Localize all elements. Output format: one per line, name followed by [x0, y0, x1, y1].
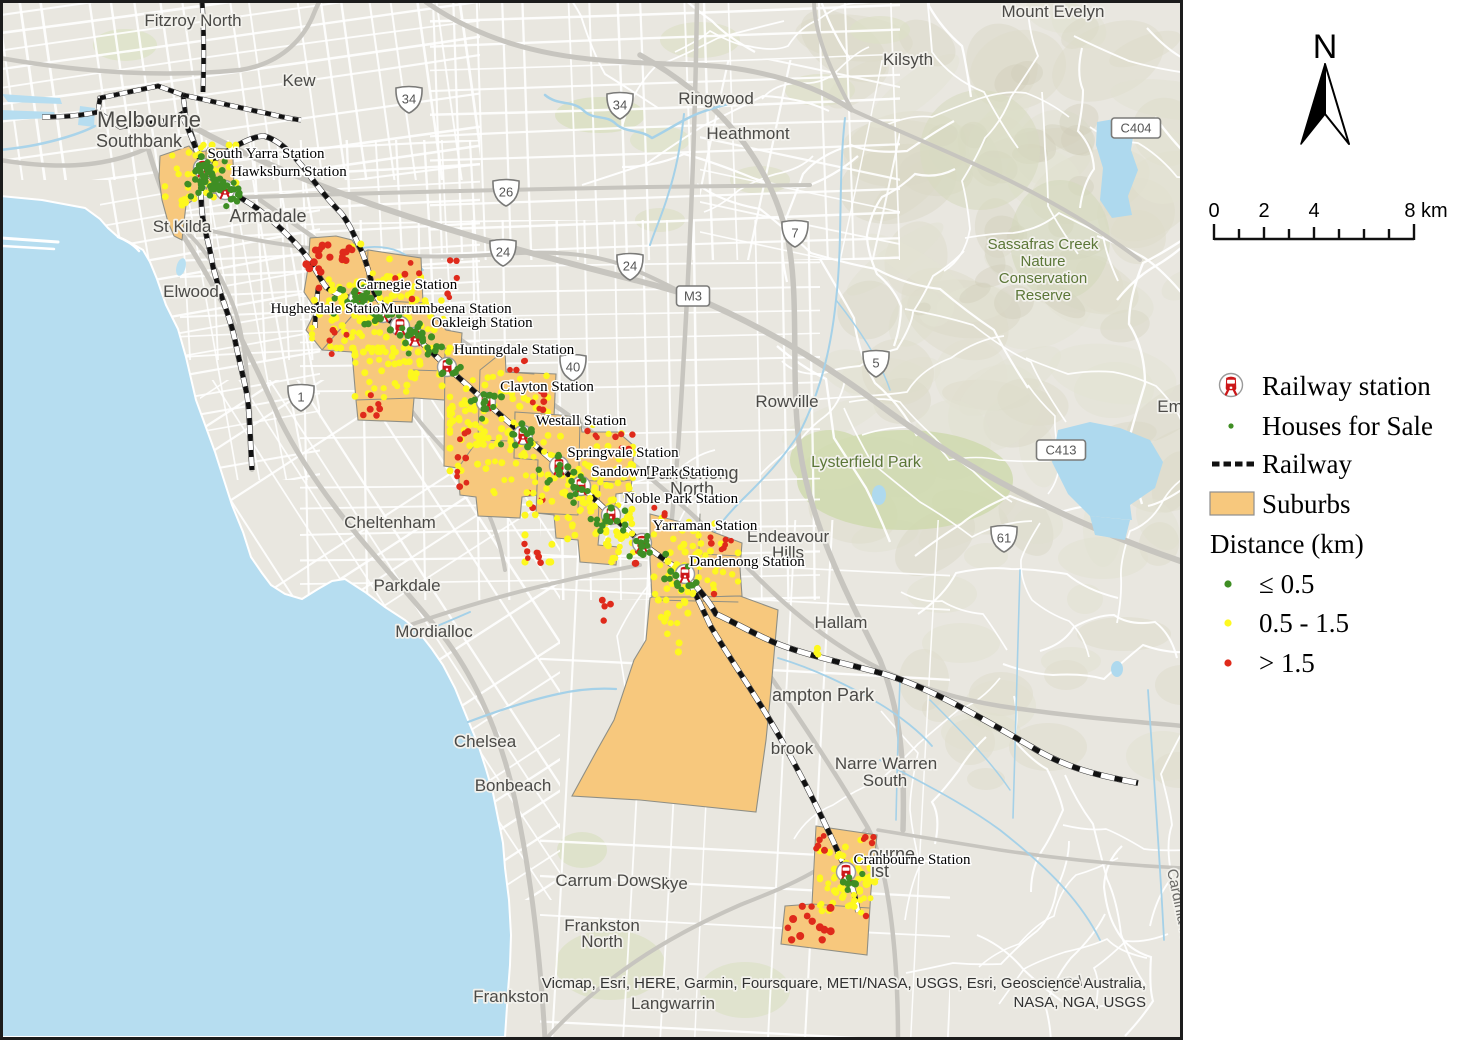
svg-text:Vicmap, Esri, HERE, Garmin, Fo: Vicmap, Esri, HERE, Garmin, Foursquare, …: [542, 975, 1146, 992]
svg-text:Southbank: Southbank: [96, 131, 183, 151]
svg-text:Rowville: Rowville: [755, 392, 818, 411]
svg-text:Nature: Nature: [1020, 253, 1065, 270]
svg-text:Yarraman Station: Yarraman Station: [653, 518, 758, 534]
svg-text:Clayton Station: Clayton Station: [500, 379, 594, 395]
svg-text:North: North: [581, 932, 623, 951]
svg-text:North: North: [670, 479, 714, 499]
svg-text:34: 34: [613, 98, 627, 113]
svg-text:Huntingdale Station: Huntingdale Station: [454, 342, 575, 358]
svg-text:Armadale: Armadale: [229, 206, 306, 226]
svg-text:Hills: Hills: [772, 543, 804, 562]
svg-text:Conservation: Conservation: [999, 270, 1087, 287]
svg-text:Noble Park Station: Noble Park Station: [624, 491, 739, 507]
svg-text:Carnegie Station: Carnegie Station: [357, 277, 458, 293]
svg-text:0.5 - 1.5: 0.5 - 1.5: [1259, 608, 1349, 638]
svg-text:Dandenong: Dandenong: [645, 463, 738, 483]
svg-text:Hallam: Hallam: [815, 613, 868, 632]
svg-text:34: 34: [402, 92, 416, 107]
svg-text:61: 61: [997, 531, 1011, 546]
svg-text:24: 24: [496, 245, 510, 260]
svg-text:0: 0: [1208, 200, 1219, 222]
svg-text:Mount Evelyn: Mount Evelyn: [1002, 2, 1105, 21]
svg-text:ourne: ourne: [869, 844, 915, 864]
svg-text:Suburbs: Suburbs: [1262, 489, 1351, 519]
svg-text:South: South: [863, 771, 907, 790]
svg-text:Sandown Park Station: Sandown Park Station: [591, 464, 725, 480]
svg-text:Narre Warren: Narre Warren: [835, 754, 937, 773]
svg-text:ist: ist: [871, 861, 889, 881]
svg-text:1: 1: [297, 390, 304, 405]
svg-text:M3: M3: [684, 289, 702, 304]
svg-text:8 km: 8 km: [1404, 200, 1447, 222]
svg-text:Carrum Downs: Carrum Downs: [555, 871, 668, 890]
svg-text:7: 7: [791, 226, 798, 241]
svg-text:> 1.5: > 1.5: [1259, 648, 1315, 678]
svg-text:Fitzroy North: Fitzroy North: [144, 11, 241, 30]
svg-text:C413: C413: [1045, 443, 1076, 458]
svg-text:Mordialloc: Mordialloc: [395, 622, 473, 641]
svg-text:Reserve: Reserve: [1015, 287, 1071, 304]
svg-text:Heathmont: Heathmont: [706, 124, 789, 143]
svg-text:Westall Station: Westall Station: [536, 413, 627, 429]
svg-text:Elwood: Elwood: [163, 282, 219, 301]
svg-text:C404: C404: [1120, 121, 1151, 136]
svg-text:Em: Em: [1157, 397, 1183, 416]
svg-text:26: 26: [499, 185, 513, 200]
svg-text:Railway station: Railway station: [1262, 371, 1431, 401]
svg-text:5: 5: [872, 356, 879, 371]
svg-text:Kilsyth: Kilsyth: [883, 50, 933, 69]
svg-text:Dandenong Station: Dandenong Station: [689, 554, 805, 570]
svg-text:Skye: Skye: [650, 874, 688, 893]
svg-text:Houses for Sale: Houses for Sale: [1262, 411, 1433, 441]
svg-text:NASA, NGA, USGS: NASA, NGA, USGS: [1013, 994, 1146, 1011]
svg-text:N: N: [1313, 28, 1338, 66]
svg-text:Frankston: Frankston: [473, 987, 549, 1006]
svg-text:40: 40: [566, 360, 580, 375]
svg-text:Ringwood: Ringwood: [678, 89, 754, 108]
svg-text:Hughesdale Station: Hughesdale Station: [270, 301, 388, 317]
svg-text:Cranbourne Station: Cranbourne Station: [853, 852, 971, 868]
svg-text:Chelsea: Chelsea: [454, 732, 517, 751]
svg-text:Langwarrin: Langwarrin: [631, 994, 715, 1013]
svg-text:24: 24: [623, 259, 637, 274]
svg-text:Oakleigh Station: Oakleigh Station: [431, 315, 533, 331]
svg-text:Frankston: Frankston: [564, 916, 640, 935]
svg-text:Distance (km): Distance (km): [1210, 529, 1364, 559]
svg-text:brook: brook: [771, 739, 814, 758]
svg-text:Springvale Station: Springvale Station: [567, 445, 679, 461]
svg-text:Murrumbeena Station: Murrumbeena Station: [380, 301, 512, 317]
svg-text:Kew: Kew: [282, 71, 316, 90]
svg-text:Bonbeach: Bonbeach: [475, 776, 552, 795]
svg-text:Hawksburn Station: Hawksburn Station: [231, 164, 347, 180]
svg-text:2: 2: [1258, 200, 1269, 222]
svg-text:ampton Park: ampton Park: [772, 685, 875, 705]
svg-text:Lysterfield Park: Lysterfield Park: [811, 454, 922, 471]
svg-text:Cheltenham: Cheltenham: [344, 513, 436, 532]
svg-text:Sassafras Creek: Sassafras Creek: [988, 236, 1099, 253]
svg-text:South Yarra Station: South Yarra Station: [207, 146, 325, 162]
svg-text:Melbourne: Melbourne: [97, 107, 201, 132]
svg-text:≤ 0.5: ≤ 0.5: [1259, 569, 1314, 599]
svg-text:Endeavour: Endeavour: [747, 527, 830, 546]
svg-text:4: 4: [1308, 200, 1319, 222]
svg-text:Parkdale: Parkdale: [373, 576, 440, 595]
svg-text:St Kilda: St Kilda: [153, 217, 212, 236]
svg-text:Railway: Railway: [1262, 449, 1352, 479]
